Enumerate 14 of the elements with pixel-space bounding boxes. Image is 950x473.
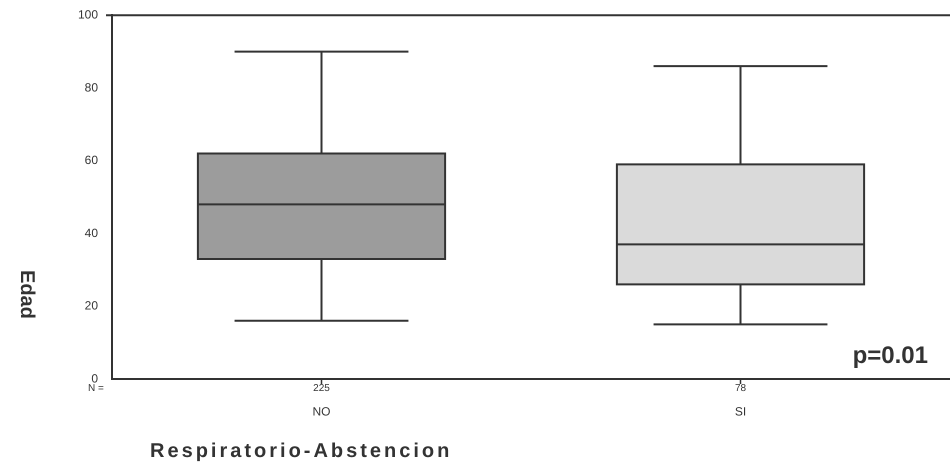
y-tick-label: 20 xyxy=(84,298,98,313)
text: 78 xyxy=(734,382,746,394)
text: 225 xyxy=(313,382,330,394)
annotation: p=0.01 xyxy=(852,342,928,369)
y-tick-label: 0 xyxy=(91,371,98,386)
x-tick-label: SI xyxy=(734,404,746,419)
y-tick-label: 60 xyxy=(84,153,98,168)
text: N = xyxy=(88,382,104,394)
x-tick-label: NO xyxy=(312,404,330,419)
y-tick-label: 80 xyxy=(84,80,98,94)
y-tick-label: 100 xyxy=(78,8,98,22)
x-axis-title: Respiratorio-Abstencion xyxy=(150,440,452,463)
y-axis-title: Edad xyxy=(15,270,38,319)
y-tick-label: 40 xyxy=(84,226,98,240)
